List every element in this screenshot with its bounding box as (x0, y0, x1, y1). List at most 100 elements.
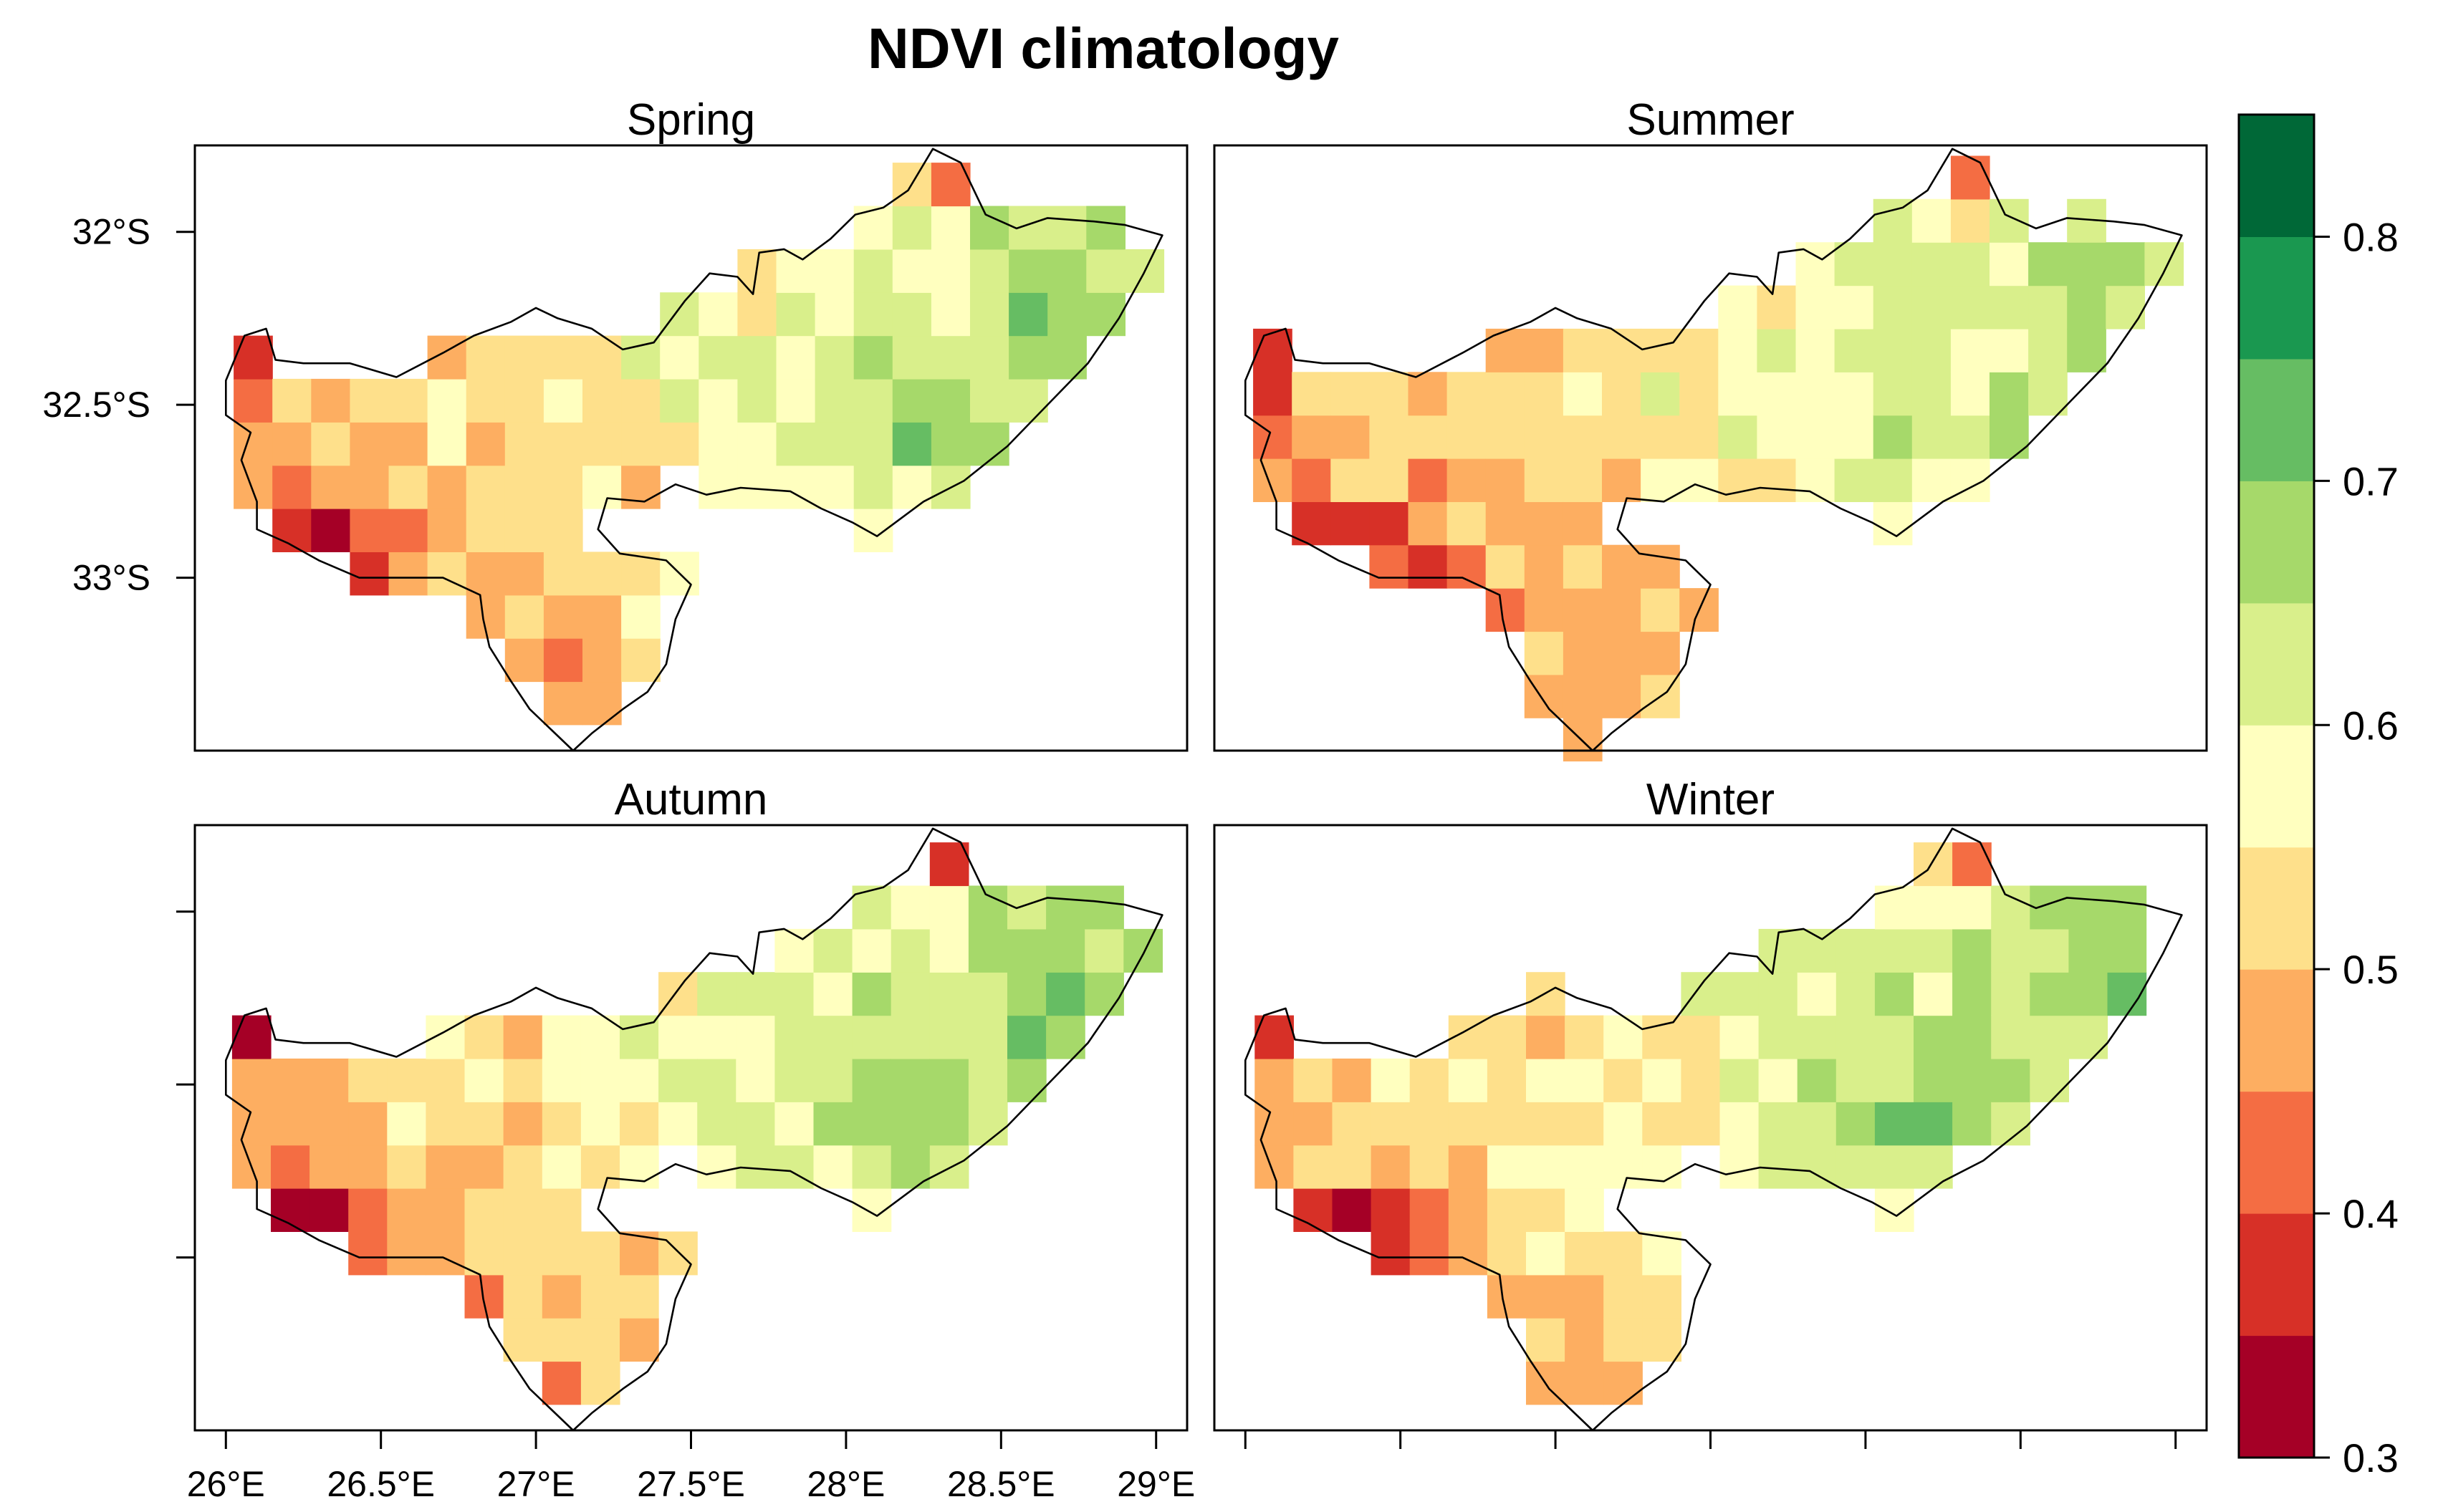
ndvi-cell (388, 465, 428, 509)
ndvi-cell (697, 1102, 736, 1146)
ndvi-cell (1914, 972, 1953, 1016)
ndvi-cell (892, 335, 932, 380)
ndvi-cell (580, 1102, 620, 1146)
ndvi-cell (1718, 328, 1757, 372)
ndvi-cell (970, 206, 1009, 250)
ndvi-cell (1719, 972, 1760, 1016)
ndvi-cell (1602, 674, 1641, 718)
colorbar-swatch (2239, 115, 2314, 237)
ndvi-cell (464, 1145, 504, 1189)
ndvi-cell (1757, 415, 1797, 459)
ndvi-cell (815, 378, 855, 423)
ndvi-cell (1603, 1058, 1643, 1102)
ndvi-cell (309, 1145, 349, 1189)
ndvi-cell (2028, 372, 2068, 416)
ndvi-cell (1991, 928, 2030, 973)
ndvi-cell (2028, 328, 2068, 372)
ndvi-cell (1085, 972, 1124, 1016)
colorbar-swatch (2239, 1091, 2314, 1214)
ndvi-cell (1047, 249, 1087, 293)
ndvi-cell (426, 1231, 466, 1276)
ndvi-cell (1446, 544, 1487, 589)
ndvi-cell (1602, 588, 1641, 632)
ndvi-cell (1565, 1231, 1604, 1276)
ndvi-cell (466, 509, 506, 552)
ndvi-cell (504, 335, 544, 380)
ndvi-cell (311, 378, 350, 423)
ndvi-cell (892, 249, 932, 293)
ndvi-cell (1914, 1102, 1953, 1146)
ndvi-cell (1485, 458, 1525, 502)
ndvi-cell (1487, 1188, 1527, 1232)
ndvi-cell (1369, 544, 1409, 589)
ndvi-cell (1448, 1231, 1488, 1276)
colorbar-tick-label: 0.3 (2343, 1435, 2399, 1480)
ndvi-cell (853, 335, 893, 380)
ndvi-cell (1603, 1102, 1643, 1146)
ndvi-cell (1911, 198, 1952, 243)
ndvi-cell (1603, 1145, 1643, 1189)
ndvi-cell (737, 422, 777, 466)
ndvi-cell (970, 335, 1009, 380)
ndvi-cell (1911, 285, 1952, 329)
ndvi-cell (542, 1318, 582, 1362)
ndvi-cell (968, 1058, 1008, 1102)
ndvi-cell (621, 638, 661, 683)
ndvi-cell (348, 1145, 388, 1189)
ndvi-cell (1487, 1058, 1527, 1102)
ndvi-cell (311, 422, 350, 466)
ndvi-cell (929, 1015, 969, 1059)
ndvi-cell (1874, 1058, 1914, 1102)
ndvi-cell (1009, 292, 1048, 337)
ndvi-cell (697, 1058, 736, 1102)
ndvi-cell (853, 465, 893, 509)
ndvi-cell (1950, 242, 1990, 286)
ndvi-cell (1292, 372, 1331, 416)
panel-title: Summer (1626, 95, 1794, 145)
ndvi-cell (1797, 1058, 1837, 1102)
ndvi-cell (350, 465, 390, 509)
ndvi-cell (2068, 885, 2108, 930)
ndvi-cell (968, 885, 1008, 930)
ndvi-cell (504, 552, 544, 596)
y-tick-label: 32°S (72, 212, 150, 252)
ndvi-cell (2107, 928, 2147, 973)
map-panel-summer: Summer (1213, 95, 2208, 762)
ndvi-cell (1524, 544, 1564, 589)
ndvi-cell (699, 422, 738, 466)
ndvi-cell (1718, 285, 1757, 329)
ndvi-cell (1834, 458, 1874, 502)
ndvi-cell (503, 1231, 543, 1276)
ndvi-cell (1371, 1102, 1411, 1146)
ndvi-cell (1991, 1058, 2030, 1102)
ndvi-cell (1795, 415, 1835, 459)
ndvi-cell (1603, 1231, 1643, 1276)
ndvi-cell (813, 1015, 853, 1059)
ndvi-cell (813, 1102, 853, 1146)
ndvi-cell (1679, 372, 1719, 416)
map-panel-winter: Winter (1213, 775, 2208, 1449)
ndvi-cell (1123, 928, 1163, 973)
ndvi-cell (1952, 928, 1992, 973)
ndvi-cell (427, 422, 467, 466)
ndvi-cell (1914, 885, 1953, 930)
ndvi-cell (1874, 972, 1914, 1016)
ndvi-cell (582, 465, 622, 509)
ndvi-cell (852, 885, 892, 930)
ndvi-cell (1602, 372, 1641, 416)
panel-title: Autumn (615, 775, 768, 824)
ndvi-cell (2067, 328, 2106, 372)
ndvi-cell (736, 1058, 775, 1102)
ndvi-cell (272, 422, 312, 466)
ndvi-cell (1795, 372, 1835, 416)
ndvi-cell (1641, 415, 1680, 459)
ndvi-cell (1563, 674, 1603, 718)
ndvi-cell (1007, 972, 1047, 1016)
ndvi-cell (1642, 1015, 1681, 1059)
ndvi-cell (891, 1102, 931, 1146)
ndvi-cell (1565, 1361, 1604, 1405)
ndvi-cell (543, 378, 583, 423)
ndvi-cell (1679, 328, 1719, 372)
ndvi-cell (658, 1102, 698, 1146)
ndvi-cell (1485, 588, 1525, 632)
